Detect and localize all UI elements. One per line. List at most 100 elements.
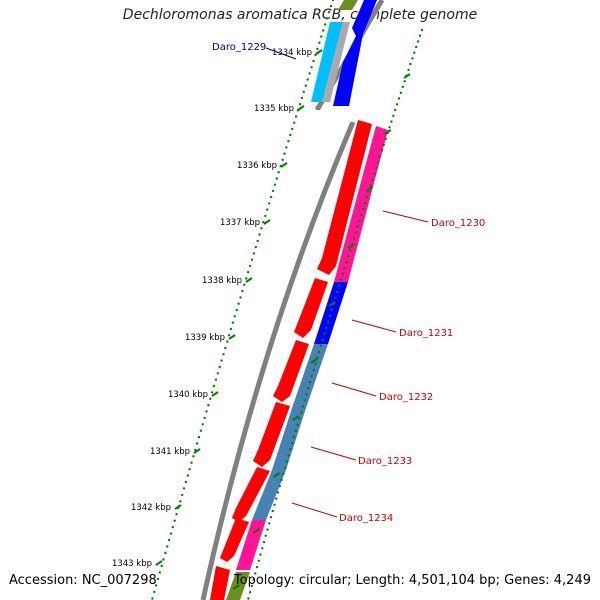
gene-label-daro-1231[interactable]: Daro_1231 (399, 328, 453, 339)
tick-dot-inner (268, 522, 271, 525)
tick-dot-inner (328, 314, 332, 317)
tick-dot-inner (363, 201, 367, 205)
tick-dot-inner (319, 344, 323, 347)
tick-dot-outer (291, 127, 294, 131)
tick-dot-inner (341, 272, 344, 276)
feature-steelblue-daro-1233 (272, 408, 306, 470)
tick-mark-major (297, 105, 305, 111)
accession-text: Accession: NC_007298 (9, 573, 157, 588)
tick-dot-inner (334, 296, 337, 299)
tick-dot-outer (207, 404, 210, 407)
tick-dot-inner (307, 387, 310, 390)
tick-dot-outer (300, 96, 304, 100)
tick-dot-outer (245, 277, 248, 280)
tick-mark-major (315, 49, 323, 55)
tick-dot-outer (331, 0, 335, 2)
tick-dot-inner (375, 166, 378, 170)
tick-dot-inner (266, 528, 269, 531)
tick-mark-inner (292, 415, 300, 421)
tick-dot-outer (250, 258, 254, 261)
cds-arrow-daro-1230 (317, 120, 372, 275)
tick-dot-inner (330, 308, 333, 311)
tick-dot-outer (173, 519, 176, 522)
tick-dot-outer (281, 158, 284, 161)
tick-dot-inner (416, 40, 420, 43)
tick-dot-inner (369, 184, 372, 187)
tick-dot-outer (241, 289, 244, 293)
tick-dot-inner (291, 441, 294, 445)
tick-dot-inner (250, 584, 254, 588)
tick-dot-outer (235, 308, 238, 312)
tick-dot-outer (269, 195, 273, 199)
tick-dot-inner (347, 255, 350, 258)
tick-label: 1336 kbp (237, 161, 277, 171)
tick-mark-major (263, 219, 271, 225)
tick-dot-inner (407, 68, 410, 72)
tick-dot-outer (166, 545, 169, 548)
tick-dot-inner (283, 466, 287, 469)
tick-dot-inner (401, 85, 404, 89)
gene-label-daro-1229[interactable]: Daro_1229 (212, 42, 266, 53)
tick-dot-inner (380, 149, 384, 152)
tick-dot-outer (304, 84, 307, 87)
tick-dot-inner (269, 516, 273, 519)
tick-dot-inner (271, 509, 274, 513)
tick-dot-inner (273, 503, 276, 506)
tick-dot-outer (205, 410, 208, 413)
tick-mark-major (211, 391, 219, 397)
tick-dot-outer (277, 171, 280, 174)
tick-dot-inner (282, 472, 285, 476)
tick-dot-inner (345, 260, 348, 264)
tick-dot-inner (316, 356, 319, 360)
tick-label: 1342 kbp (131, 503, 171, 513)
arc-gap (300, 110, 420, 122)
gene-label-daro-1232[interactable]: Daro_1232 (379, 392, 433, 403)
tick-dot-inner (388, 126, 391, 129)
tick-dot-outer (216, 372, 219, 375)
tick-dot-inner (349, 249, 352, 252)
tick-label: 1341 kbp (150, 447, 190, 457)
tick-dot-outer (229, 327, 233, 331)
tick-dot-outer (160, 564, 163, 568)
tick-dot-inner (390, 120, 393, 123)
tick-dot-inner (343, 266, 346, 270)
tick-dot-inner (317, 350, 321, 354)
gene-label-daro-1230[interactable]: Daro_1230 (431, 218, 485, 229)
tick-label: 1343 kbp (112, 559, 152, 569)
tick-ring-inner (247, 28, 424, 600)
tick-dot-outer (310, 66, 313, 69)
tick-dot-outer (184, 480, 188, 484)
tick-dot-inner (292, 435, 296, 439)
tick-label: 1340 kbp (168, 390, 208, 400)
tick-dot-inner (373, 172, 376, 175)
tick-dot-outer (314, 53, 317, 57)
cds-arrow-daro-1231 (294, 278, 328, 338)
tick-dot-outer (153, 590, 156, 594)
tick-dot-outer (214, 378, 218, 381)
tick-labels: 1334 kbp 1335 kbp 1336 kbp 1337 kbp 1338 kbp… (112, 48, 411, 590)
gene-label-daro-1233[interactable]: Daro_1233 (358, 456, 412, 467)
tick-dot-outer (212, 384, 216, 388)
tick-dot-outer (164, 551, 167, 555)
tick-mark-inner (252, 528, 260, 534)
tick-dot-outer (283, 152, 286, 155)
cds-track (210, 120, 372, 600)
gene-label-daro-1234[interactable]: Daro_1234 (339, 513, 393, 524)
feature-blue-daro-1231 (314, 282, 348, 344)
tick-dot-inner (252, 578, 255, 581)
tick-dot-inner (394, 108, 397, 112)
tick-dot-outer (325, 17, 329, 20)
tick-dot-inner (413, 51, 416, 54)
tick-dot-outer (287, 140, 290, 143)
tick-dot-outer (167, 538, 171, 542)
tick-dot-outer (188, 468, 191, 471)
gene-leader-line (265, 47, 297, 60)
tick-dot-outer (169, 532, 173, 535)
tick-dot-outer (252, 252, 256, 255)
tick-dot-outer (239, 296, 242, 299)
tick-dot-outer (218, 365, 221, 369)
tick-dot-outer (171, 525, 174, 529)
tick-label: 1337 kbp (220, 218, 260, 228)
tick-dot-outer (182, 487, 186, 490)
